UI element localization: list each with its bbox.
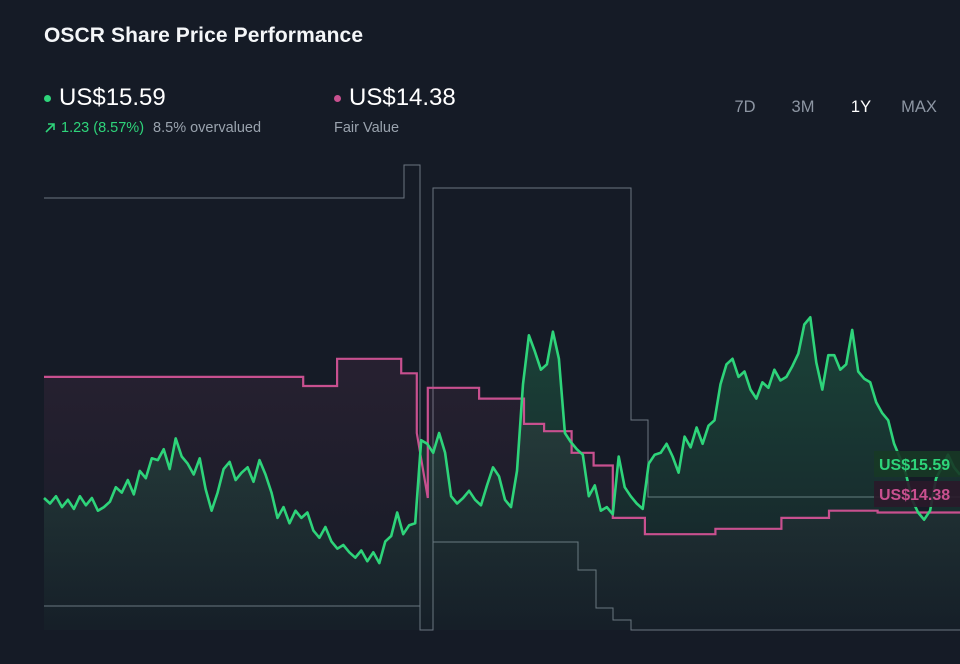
price-change: 1.23 (8.57%): [44, 120, 144, 136]
price-change-text: 1.23 (8.57%): [61, 120, 145, 136]
trend-up-arrow-icon: [45, 123, 55, 133]
end-label-share: US$15.59: [874, 451, 960, 477]
period-1y-button[interactable]: 1Y: [850, 98, 872, 116]
share-price-area: [44, 317, 960, 630]
share-price-end-label: US$15.59: [879, 457, 950, 474]
fair-value-label: Fair Value: [334, 120, 400, 136]
period-7d-button[interactable]: 7D: [734, 98, 756, 116]
fair-value-block: US$14.38 Fair Value: [334, 84, 456, 136]
fair-value-line: [44, 357, 960, 536]
period-selector: 7D 3M 1Y MAX: [716, 98, 948, 117]
share-price-line: [43, 316, 960, 565]
fair-value-value: US$14.38: [349, 84, 456, 111]
period-3m-button[interactable]: 3M: [791, 98, 815, 116]
share-price-dot-icon: [44, 94, 51, 102]
chart-title: OSCR Share Price Performance: [44, 24, 364, 47]
fair-value-end-label: US$14.38: [879, 487, 950, 504]
fair-value-dot-icon: [334, 94, 341, 102]
end-label-fair: US$14.38: [874, 481, 960, 507]
share-price-value: US$15.59: [59, 84, 166, 111]
valuation-status: 8.5% overvalued: [153, 120, 262, 136]
period-max-button[interactable]: MAX: [901, 98, 937, 116]
share-price-block: US$15.59 1.23 (8.57%) 8.5% overvalued: [44, 84, 261, 136]
